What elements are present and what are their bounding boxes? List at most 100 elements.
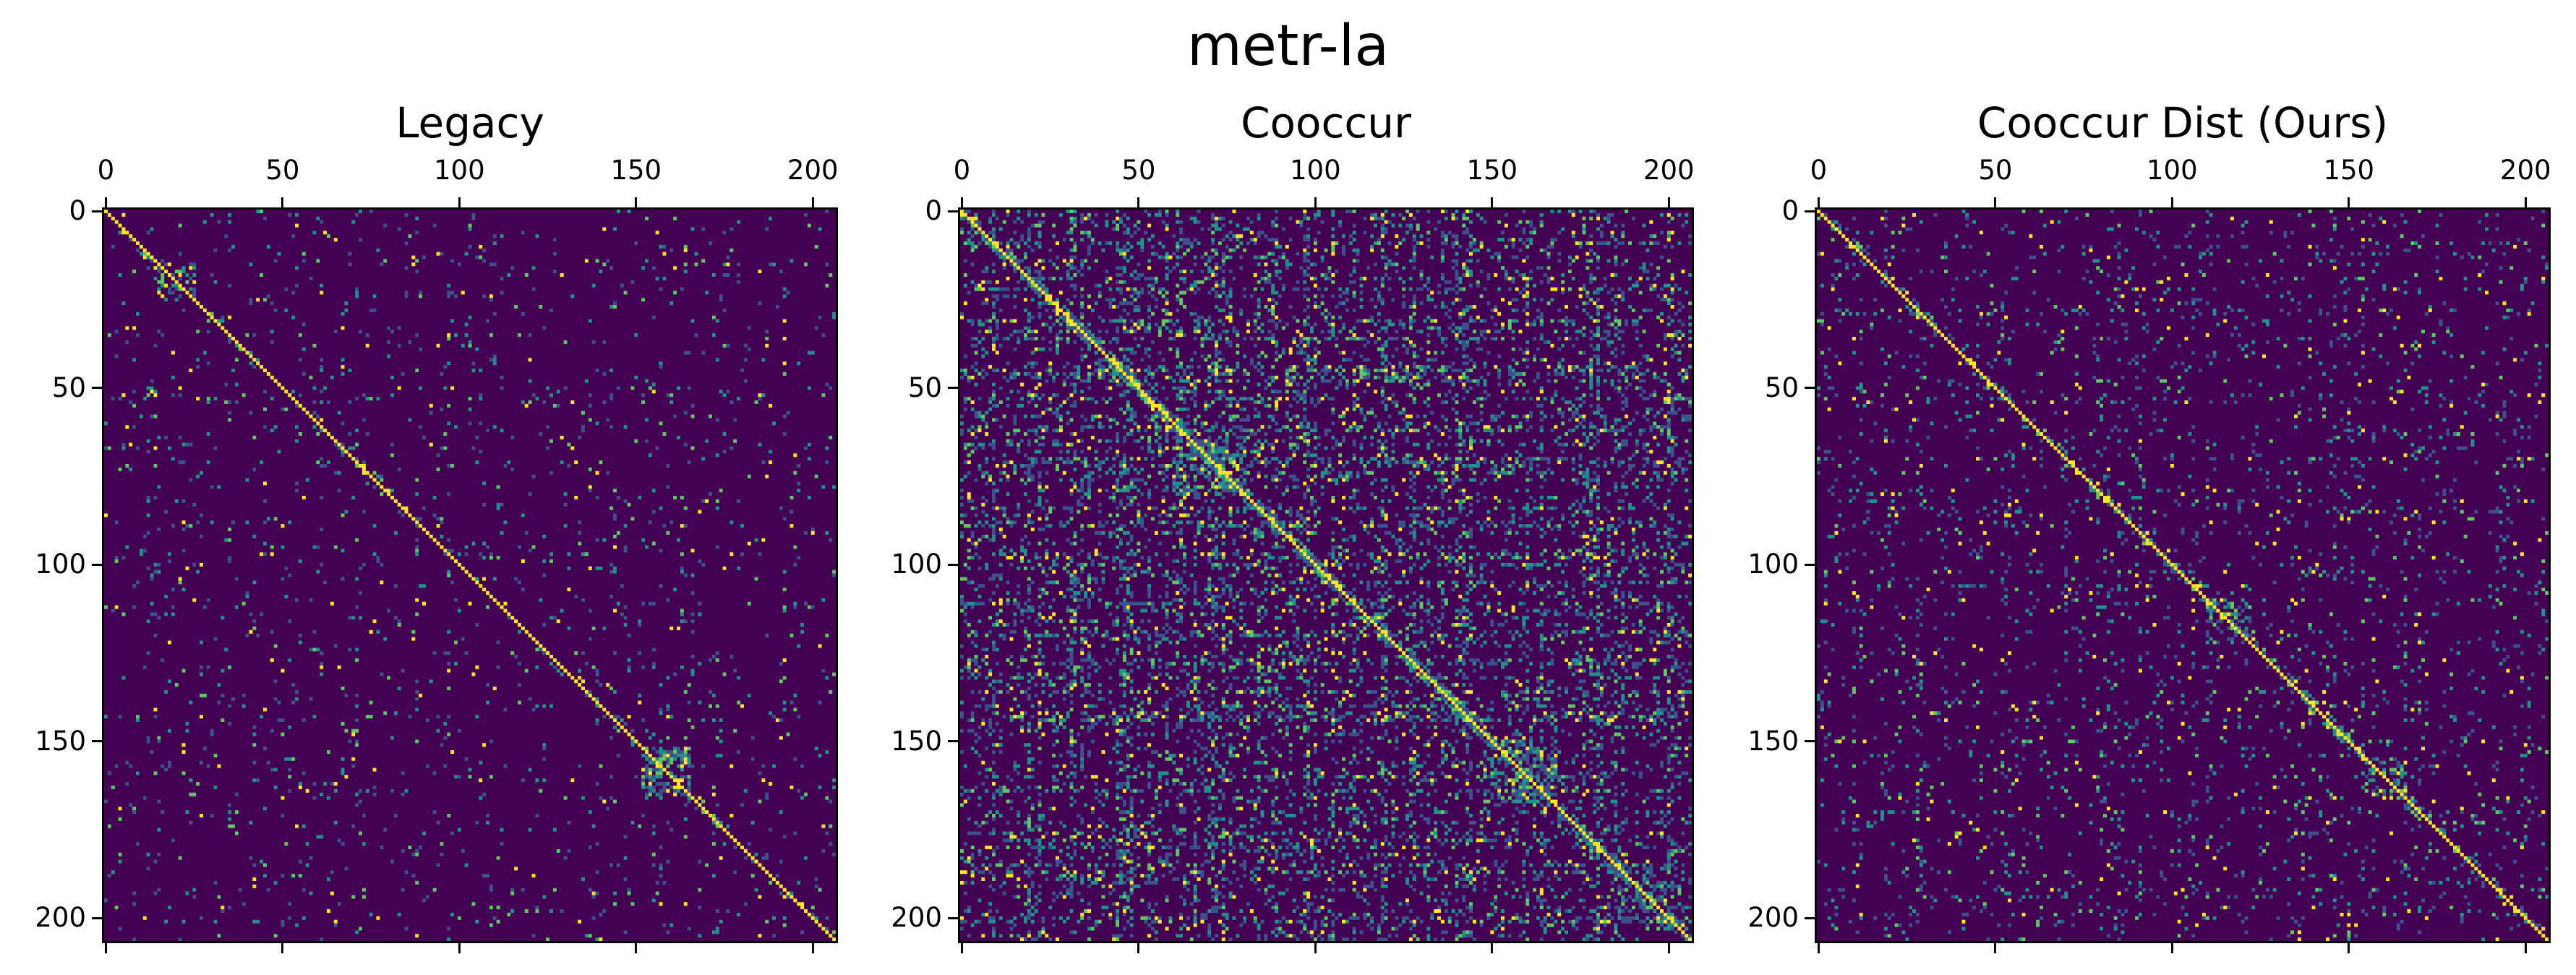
heatmap-cell xyxy=(1462,266,1466,270)
heatmap-cell xyxy=(1189,287,1194,291)
heatmap-cell xyxy=(1539,319,1544,323)
heatmap-cell xyxy=(758,393,762,398)
heatmap-cell xyxy=(825,796,829,800)
heatmap-cell xyxy=(1243,397,1247,401)
heatmap-cell xyxy=(327,877,330,881)
heatmap-cell xyxy=(641,601,646,606)
heatmap-cell xyxy=(1395,371,1399,376)
heatmap-cell xyxy=(1342,326,1345,330)
heatmap-cell xyxy=(1246,330,1250,334)
heatmap-cell xyxy=(1370,212,1374,217)
heatmap-cell xyxy=(967,397,971,401)
heatmap-cell xyxy=(457,916,461,920)
heatmap-cell xyxy=(588,609,592,613)
heatmap-cell xyxy=(1101,340,1105,344)
heatmap-cell xyxy=(1363,365,1367,369)
heatmap-cell xyxy=(1303,390,1307,394)
diagonal-cell xyxy=(786,891,790,895)
heatmap-cell xyxy=(1228,291,1233,295)
heatmap-cell xyxy=(157,287,161,291)
heatmap-cell xyxy=(1462,333,1466,338)
heatmap-cell xyxy=(263,552,267,557)
heatmap-cell xyxy=(1472,379,1476,383)
heatmap-cell xyxy=(1391,393,1395,398)
heatmap-cell xyxy=(475,820,479,825)
heatmap-cell xyxy=(189,792,193,796)
heatmap-cell xyxy=(1062,315,1066,319)
heatmap-cell xyxy=(651,760,656,765)
diagonal-cell xyxy=(510,616,515,620)
heatmap-cell xyxy=(1176,365,1180,369)
heatmap-cell xyxy=(1444,393,1448,398)
heatmap-cell xyxy=(1578,287,1583,291)
heatmap-cell xyxy=(1596,259,1600,263)
heatmap-cell xyxy=(524,669,529,673)
heatmap-cell xyxy=(694,252,698,256)
heatmap-cell xyxy=(104,605,108,609)
heatmap-cell xyxy=(754,400,758,404)
heatmap-cell xyxy=(1306,365,1311,369)
heatmap-cell xyxy=(1105,369,1109,372)
diagonal-cell xyxy=(810,916,815,920)
heatmap-cell xyxy=(542,778,547,783)
heatmap-cell xyxy=(1105,280,1109,284)
heatmap-cell xyxy=(535,234,539,239)
heatmap-cell xyxy=(793,471,797,475)
heatmap-cell xyxy=(1246,322,1250,327)
diagonal-cell xyxy=(263,369,267,372)
heatmap-cell xyxy=(1225,298,1229,302)
diagonal-cell xyxy=(1097,347,1102,351)
heatmap-cell xyxy=(376,474,380,478)
heatmap-cell xyxy=(1578,351,1583,355)
heatmap-cell xyxy=(1041,301,1045,306)
heatmap-cell xyxy=(270,545,274,549)
heatmap-cell xyxy=(1656,294,1661,298)
heatmap-cell xyxy=(715,499,719,503)
heatmap-cell xyxy=(298,559,302,563)
heatmap-cell xyxy=(1243,227,1247,231)
heatmap-cell xyxy=(1582,216,1586,220)
heatmap-cell xyxy=(1515,270,1519,274)
heatmap-cell xyxy=(1391,212,1395,217)
heatmap-cell xyxy=(1313,216,1317,220)
heatmap-cell xyxy=(1663,379,1667,383)
heatmap-cell xyxy=(1469,259,1473,263)
heatmap-cell xyxy=(673,496,677,499)
heatmap-cell xyxy=(1426,382,1431,387)
heatmap-cell xyxy=(320,283,324,288)
heatmap-cell xyxy=(510,266,515,270)
heatmap-cell xyxy=(1313,347,1317,351)
heatmap-cell xyxy=(273,768,278,772)
heatmap-cell xyxy=(440,446,444,450)
heatmap-cell xyxy=(1112,298,1116,302)
heatmap-cell xyxy=(528,549,532,553)
heatmap-cell xyxy=(1119,287,1123,291)
heatmap-cell xyxy=(1116,223,1120,228)
heatmap-cell xyxy=(1539,298,1544,302)
heatmap-cell xyxy=(1348,273,1353,277)
heatmap-cell xyxy=(1168,255,1173,259)
heatmap-cell xyxy=(1408,305,1413,309)
heatmap-cell xyxy=(1197,322,1201,327)
diagonal-cell xyxy=(998,248,1003,252)
heatmap-cell xyxy=(666,598,670,602)
heatmap-cell xyxy=(1621,294,1625,298)
heatmap-cell xyxy=(415,880,419,885)
heatmap-cell xyxy=(228,411,232,415)
heatmap-cell xyxy=(361,888,366,892)
diagonal-cell xyxy=(1084,333,1088,338)
heatmap-cell xyxy=(401,513,405,517)
diagonal-cell xyxy=(726,831,730,836)
heatmap-cell xyxy=(1377,241,1381,245)
heatmap-cell xyxy=(1345,386,1349,390)
heatmap-cell xyxy=(1458,326,1463,330)
heatmap-cell xyxy=(1472,248,1476,252)
heatmap-cell xyxy=(408,715,412,719)
heatmap-cell xyxy=(200,693,203,697)
heatmap-cell xyxy=(1041,266,1045,270)
heatmap-cell xyxy=(733,846,737,849)
heatmap-cell xyxy=(507,616,511,620)
heatmap-cell xyxy=(1215,379,1218,383)
heatmap-cell xyxy=(588,810,592,815)
heatmap-cell xyxy=(1186,287,1190,291)
